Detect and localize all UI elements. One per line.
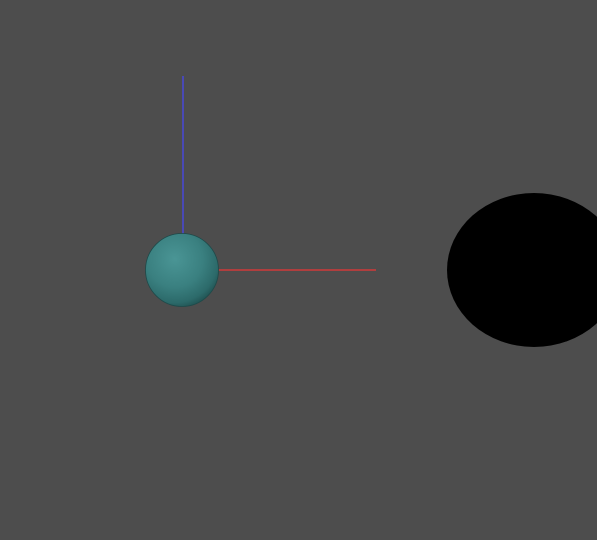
sphere-object[interactable]: [145, 233, 219, 307]
black-ellipse-object[interactable]: [447, 193, 597, 347]
